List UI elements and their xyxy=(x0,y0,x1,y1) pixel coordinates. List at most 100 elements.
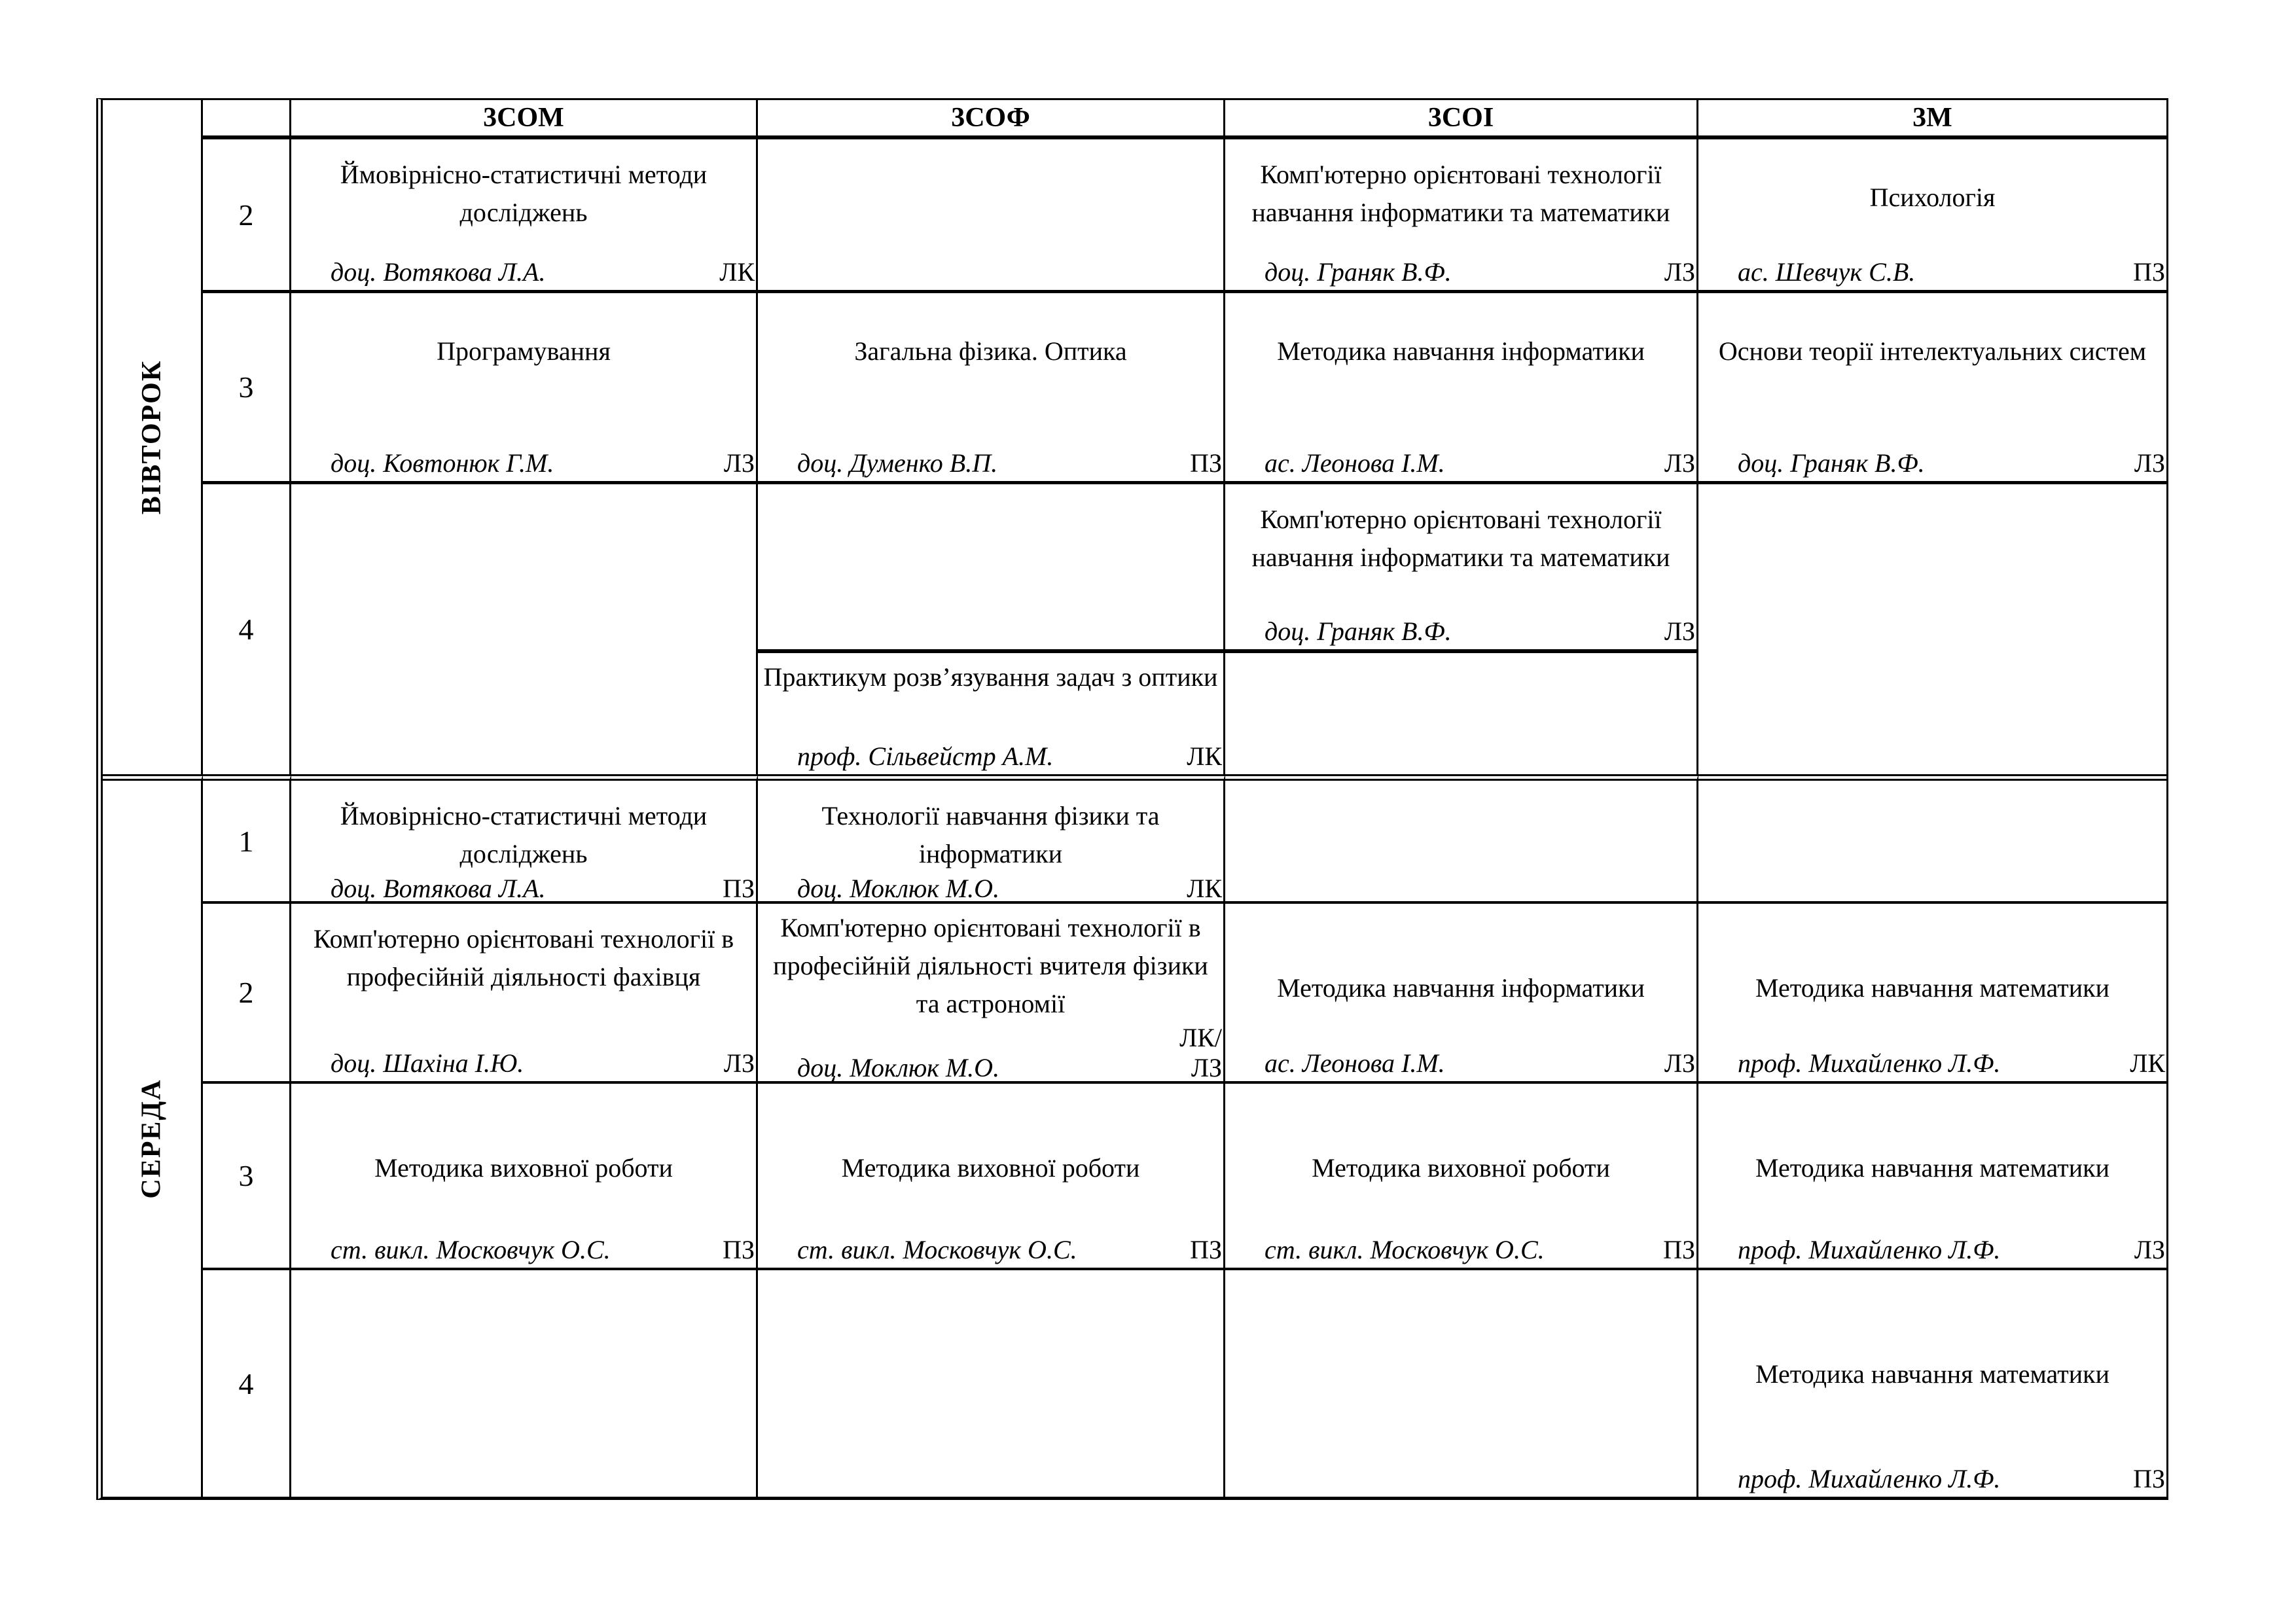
lesson-type: ЛЗ xyxy=(2134,448,2165,478)
teacher: ст. викл. Московчук О.С. xyxy=(331,1235,611,1264)
lesson-type: ЛК xyxy=(719,257,755,287)
teacher: ст. викл. Московчук О.С. xyxy=(797,1235,1077,1264)
subject: Методика навчання математики xyxy=(1755,1359,2109,1389)
teacher: доц. Моклюк М.О. xyxy=(797,874,1000,903)
lesson-type: ЛЗ xyxy=(2134,1235,2165,1264)
teacher: проф. Сільвейстр А.М. xyxy=(797,741,1054,771)
lesson-cell-wed-p4-3m: Методика навчання математики проф. Михай… xyxy=(1698,1270,2166,1497)
subject: Ймовірнісно-статистичні методи досліджен… xyxy=(340,160,708,227)
subject: Ймовірнісно-статистичні методи досліджен… xyxy=(340,801,708,868)
teacher: ас. Шевчук С.В. xyxy=(1738,257,1916,287)
teacher: ас. Леонова І.М. xyxy=(1265,1048,1445,1078)
subject: Програмування xyxy=(437,336,611,366)
lesson-type: ПЗ xyxy=(1663,1235,1695,1264)
teacher: доц. Вотякова Л.А. xyxy=(331,257,546,287)
lesson-type: ЛК xyxy=(1187,741,1222,771)
empty-cell-tue-p4-lower-3soi xyxy=(1225,653,1698,774)
period-number: 2 xyxy=(203,139,291,293)
lesson-cell-wed-p2-3m: Методика навчання математики проф. Михай… xyxy=(1698,904,2166,1084)
empty-cell-tue-p2-3sof xyxy=(758,139,1225,293)
teacher: доц. Шахіна І.Ю. xyxy=(331,1048,524,1078)
lesson-cell-tue-p3-3sof: Загальна фізика. Оптика доц. Думенко В.П… xyxy=(758,293,1225,484)
teacher: проф. Михайленко Л.Ф. xyxy=(1738,1048,2001,1078)
lesson-type: ЛЗ xyxy=(1664,616,1695,646)
teacher: доц. Граняк В.Ф. xyxy=(1265,257,1452,287)
subject: Комп'ютерно орієнтовані технології в про… xyxy=(313,924,734,991)
empty-cell-wed-p1-3m xyxy=(1698,774,2166,904)
empty-cell-tue-p4-3m xyxy=(1698,484,2166,774)
lesson-type: ЛЗ xyxy=(723,448,755,478)
subject: Загальна фізика. Оптика xyxy=(854,336,1127,366)
group-header-3m: 3М xyxy=(1698,100,2166,139)
empty-cell-wed-p4-3sof xyxy=(758,1270,1225,1497)
lesson-cell-wed-p2-3soi: Методика навчання інформатики ас. Леонов… xyxy=(1225,904,1698,1084)
teacher: ас. Леонова І.М. xyxy=(1265,448,1445,478)
lesson-type: ЛЗ xyxy=(1664,257,1695,287)
period-number: 1 xyxy=(203,774,291,904)
lesson-cell-tue-p4-upper-3soi: Комп'ютерно орієнтовані технології навча… xyxy=(1225,484,1698,653)
lesson-cell-tue-p2-3m: Психологія ас. Шевчук С.В. ПЗ xyxy=(1698,139,2166,293)
subject: Методика виховної роботи xyxy=(374,1153,673,1183)
lesson-type: ЛК xyxy=(1187,874,1222,903)
lesson-type: ПЗ xyxy=(2133,257,2165,287)
lesson-cell-tue-p2-3soi: Комп'ютерно орієнтовані технології навча… xyxy=(1225,139,1698,293)
lesson-type: ПЗ xyxy=(2133,1464,2165,1493)
day-cell-tuesday: ВІВТОРОК xyxy=(103,100,203,774)
lesson-cell-wed-p3-3sof: Методика виховної роботи ст. викл. Моско… xyxy=(758,1084,1225,1270)
lesson-type: ЛЗ xyxy=(723,1048,755,1078)
teacher: доц. Граняк В.Ф. xyxy=(1265,616,1452,646)
teacher: доц. Вотякова Л.А. xyxy=(331,874,546,903)
group-header-3soi: 3СОІ xyxy=(1225,100,1698,139)
day-label-tuesday: ВІВТОРОК xyxy=(137,359,168,515)
subject: Комп'ютерно орієнтовані технології навча… xyxy=(1251,160,1670,227)
empty-cell-wed-p4-3soi xyxy=(1225,1270,1698,1497)
subject: Комп'ютерно орієнтовані технології в про… xyxy=(773,913,1208,1018)
teacher: ст. викл. Московчук О.С. xyxy=(1265,1235,1545,1264)
subject: Методика навчання інформатики xyxy=(1277,336,1645,366)
lesson-cell-wed-p1-3som: Ймовірнісно-статистичні методи досліджен… xyxy=(291,774,758,904)
lesson-cell-tue-p2-3som: Ймовірнісно-статистичні методи досліджен… xyxy=(291,139,758,293)
teacher: доц. Граняк В.Ф. xyxy=(1738,448,1925,478)
teacher: проф. Михайленко Л.Ф. xyxy=(1738,1235,2001,1264)
day-cell-wednesday: СЕРЕДА xyxy=(103,774,203,1497)
lesson-cell-tue-p4-lower-3sof: Практикум розв’язування задач з оптики п… xyxy=(758,653,1225,774)
subject: Технології навчання фізики та інформатик… xyxy=(821,801,1160,868)
lesson-cell-tue-p3-3som: Програмування доц. Ковтонюк Г.М. ЛЗ xyxy=(291,293,758,484)
subject: Методика виховної роботи xyxy=(841,1153,1140,1183)
schedule-table: ВІВТОРОК СЕРЕДА 3СОМ 3СОФ 3СОІ 3М 2 Ймов… xyxy=(96,98,2168,1500)
day-label-wednesday: СЕРЕДА xyxy=(137,1079,167,1199)
subject: Основи теорії інтелектуальних систем xyxy=(1718,336,2147,366)
teacher: доц. Моклюк М.О. xyxy=(797,1053,1000,1082)
lesson-type: ПЗ xyxy=(723,874,755,903)
lesson-cell-wed-p3-3m: Методика навчання математики проф. Михай… xyxy=(1698,1084,2166,1270)
period-number: 4 xyxy=(203,484,291,774)
lesson-type: ЛЗ xyxy=(1664,1048,1695,1078)
lesson-cell-tue-p3-3m: Основи теорії інтелектуальних систем доц… xyxy=(1698,293,2166,484)
lesson-type: ЛК xyxy=(2130,1048,2165,1078)
empty-cell-tue-p4-3som xyxy=(291,484,758,774)
empty-cell-tue-p4-upper-3sof xyxy=(758,484,1225,653)
period-number: 3 xyxy=(203,1084,291,1270)
subject: Практикум розв’язування задач з оптики xyxy=(763,662,1218,692)
lesson-type: ПЗ xyxy=(1190,1235,1222,1264)
subject: Методика навчання математики xyxy=(1755,973,2109,1003)
lesson-cell-wed-p3-3soi: Методика виховної роботи ст. викл. Моско… xyxy=(1225,1084,1698,1270)
teacher: доц. Ковтонюк Г.М. xyxy=(331,448,554,478)
lesson-type: ЛЗ xyxy=(1664,448,1695,478)
group-header-3som: 3СОМ xyxy=(291,100,758,139)
lesson-cell-wed-p2-3som: Комп'ютерно орієнтовані технології в про… xyxy=(291,904,758,1084)
lesson-cell-tue-p3-3soi: Методика навчання інформатики ас. Леонов… xyxy=(1225,293,1698,484)
subject: Методика навчання інформатики xyxy=(1277,973,1645,1003)
period-number: 3 xyxy=(203,293,291,484)
subject: Методика виховної роботи xyxy=(1312,1153,1610,1183)
lesson-type: ПЗ xyxy=(1190,448,1222,478)
subject: Комп'ютерно орієнтовані технології навча… xyxy=(1251,505,1670,572)
empty-cell-wed-p1-3soi xyxy=(1225,774,1698,904)
subject: Психологія xyxy=(1869,183,1996,212)
lesson-cell-wed-p3-3som: Методика виховної роботи ст. викл. Моско… xyxy=(291,1084,758,1270)
group-header-3sof: 3СОФ xyxy=(758,100,1225,139)
period-number: 2 xyxy=(203,904,291,1084)
period-number: 4 xyxy=(203,1270,291,1497)
header-period-cell xyxy=(203,100,291,139)
lesson-cell-wed-p1-3sof: Технології навчання фізики та інформатик… xyxy=(758,774,1225,904)
